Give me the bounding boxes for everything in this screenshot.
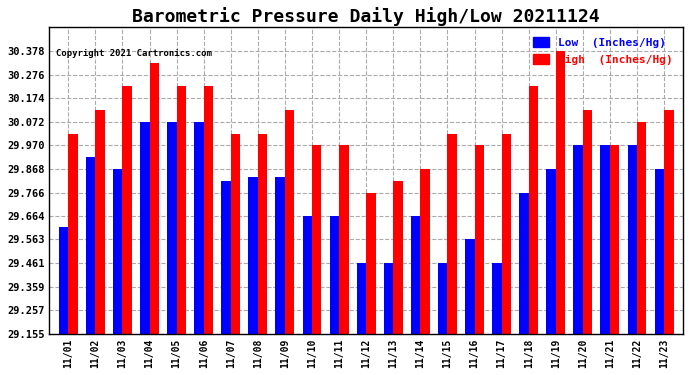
Bar xyxy=(140,122,150,334)
Bar xyxy=(248,177,258,334)
Bar xyxy=(59,227,68,334)
Bar xyxy=(357,263,366,334)
Bar xyxy=(555,51,565,334)
Bar xyxy=(573,146,583,334)
Bar xyxy=(68,134,78,334)
Bar xyxy=(275,177,285,334)
Bar xyxy=(122,87,132,334)
Bar xyxy=(330,216,339,334)
Bar xyxy=(393,180,403,334)
Bar xyxy=(86,158,95,334)
Bar xyxy=(339,146,348,334)
Bar xyxy=(177,87,186,334)
Bar xyxy=(465,240,475,334)
Bar xyxy=(664,110,673,334)
Bar xyxy=(312,146,322,334)
Bar xyxy=(583,110,592,334)
Bar xyxy=(285,110,295,334)
Bar xyxy=(519,192,529,334)
Bar xyxy=(627,146,637,334)
Bar xyxy=(384,263,393,334)
Bar xyxy=(194,122,204,334)
Bar xyxy=(492,263,502,334)
Title: Barometric Pressure Daily High/Low 20211124: Barometric Pressure Daily High/Low 20211… xyxy=(132,7,600,26)
Bar xyxy=(475,146,484,334)
Bar xyxy=(502,134,511,334)
Bar xyxy=(302,216,312,334)
Bar xyxy=(204,87,213,334)
Bar xyxy=(113,169,122,334)
Bar xyxy=(529,87,538,334)
Bar xyxy=(610,146,620,334)
Bar xyxy=(655,169,664,334)
Bar xyxy=(546,169,555,334)
Bar xyxy=(600,146,610,334)
Bar xyxy=(95,110,105,334)
Bar xyxy=(221,180,230,334)
Legend: Low  (Inches/Hg), High  (Inches/Hg): Low (Inches/Hg), High (Inches/Hg) xyxy=(529,33,678,69)
Bar xyxy=(167,122,177,334)
Bar xyxy=(258,134,267,334)
Bar xyxy=(438,263,447,334)
Bar xyxy=(637,122,647,334)
Bar xyxy=(411,216,420,334)
Bar xyxy=(150,63,159,334)
Bar xyxy=(366,192,375,334)
Bar xyxy=(447,134,457,334)
Bar xyxy=(420,169,430,334)
Text: Copyright 2021 Cartronics.com: Copyright 2021 Cartronics.com xyxy=(56,49,212,58)
Bar xyxy=(230,134,240,334)
